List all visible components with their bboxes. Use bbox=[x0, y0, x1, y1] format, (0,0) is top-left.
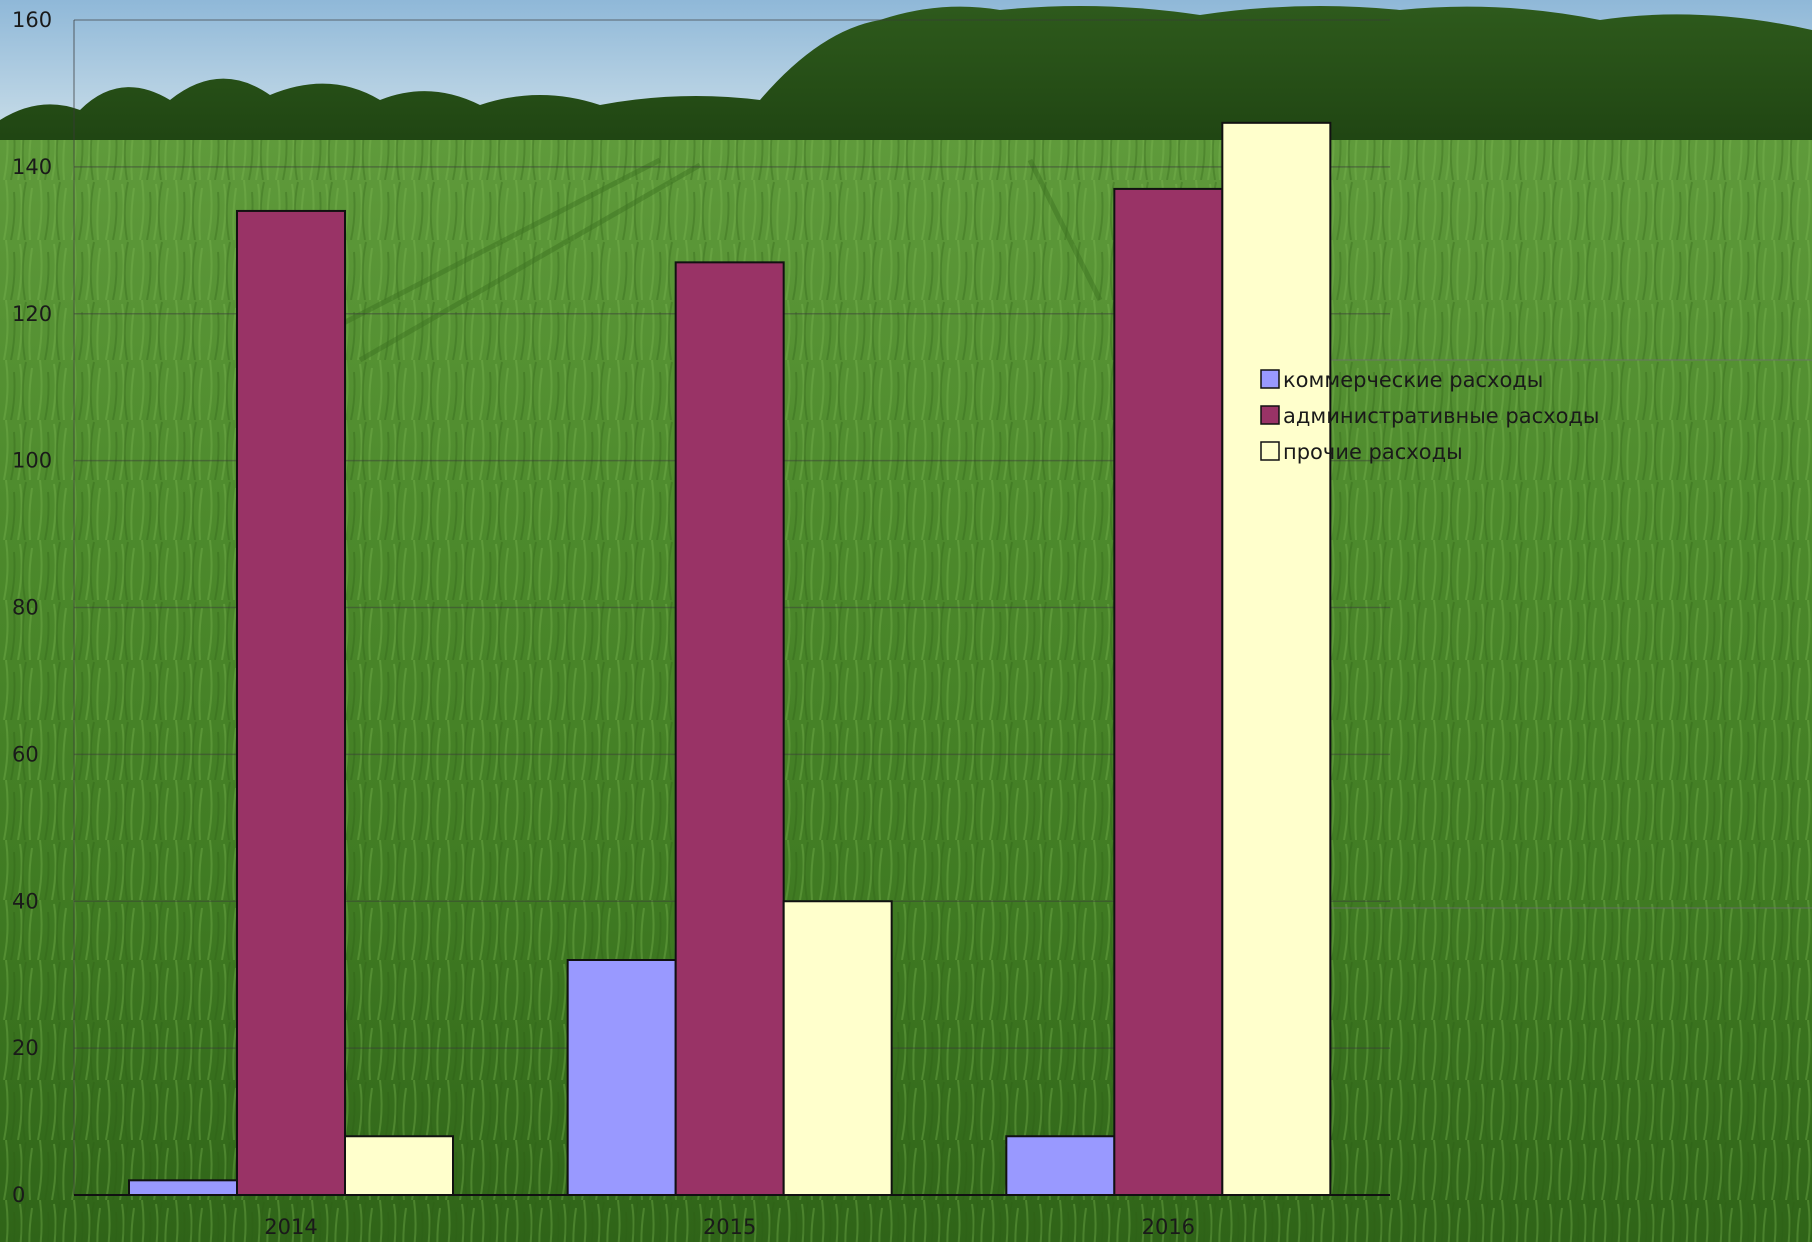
bar bbox=[782, 900, 893, 1196]
y-tick-label: 40 bbox=[12, 889, 39, 913]
legend: коммерческие расходы административные рас… bbox=[1260, 368, 1600, 464]
bars bbox=[128, 121, 1332, 1196]
x-tick-label: 2016 bbox=[1142, 1215, 1195, 1239]
y-tick-label: 60 bbox=[12, 742, 39, 766]
bar bbox=[1113, 187, 1224, 1196]
x-axis: 2014 2015 2016 bbox=[74, 1194, 1390, 1239]
y-tick-label: 160 bbox=[12, 8, 52, 32]
bar bbox=[1005, 1135, 1116, 1196]
bar bbox=[674, 261, 785, 1196]
legend-label: коммерческие расходы bbox=[1283, 368, 1543, 392]
y-axis: 0 20 40 60 80 100 120 140 160 bbox=[12, 8, 75, 1207]
y-tick-label: 20 bbox=[12, 1036, 39, 1060]
y-tick-label: 0 bbox=[12, 1183, 25, 1207]
bar bbox=[128, 1179, 238, 1196]
legend-swatch bbox=[1260, 405, 1280, 425]
legend-swatch bbox=[1260, 441, 1280, 461]
x-tick-label: 2015 bbox=[703, 1215, 756, 1239]
legend-label: административные расходы bbox=[1283, 404, 1600, 428]
bar bbox=[344, 1135, 454, 1196]
legend-label: прочие расходы bbox=[1283, 440, 1463, 464]
y-tick-label: 100 bbox=[12, 449, 52, 473]
y-tick-label: 120 bbox=[12, 302, 52, 326]
bar bbox=[566, 959, 677, 1196]
bar bbox=[236, 209, 346, 1196]
y-tick-label: 80 bbox=[12, 596, 39, 620]
bar bbox=[1221, 121, 1332, 1196]
legend-swatch bbox=[1260, 369, 1280, 389]
x-tick-label: 2014 bbox=[264, 1215, 317, 1239]
y-tick-label: 140 bbox=[12, 155, 52, 179]
